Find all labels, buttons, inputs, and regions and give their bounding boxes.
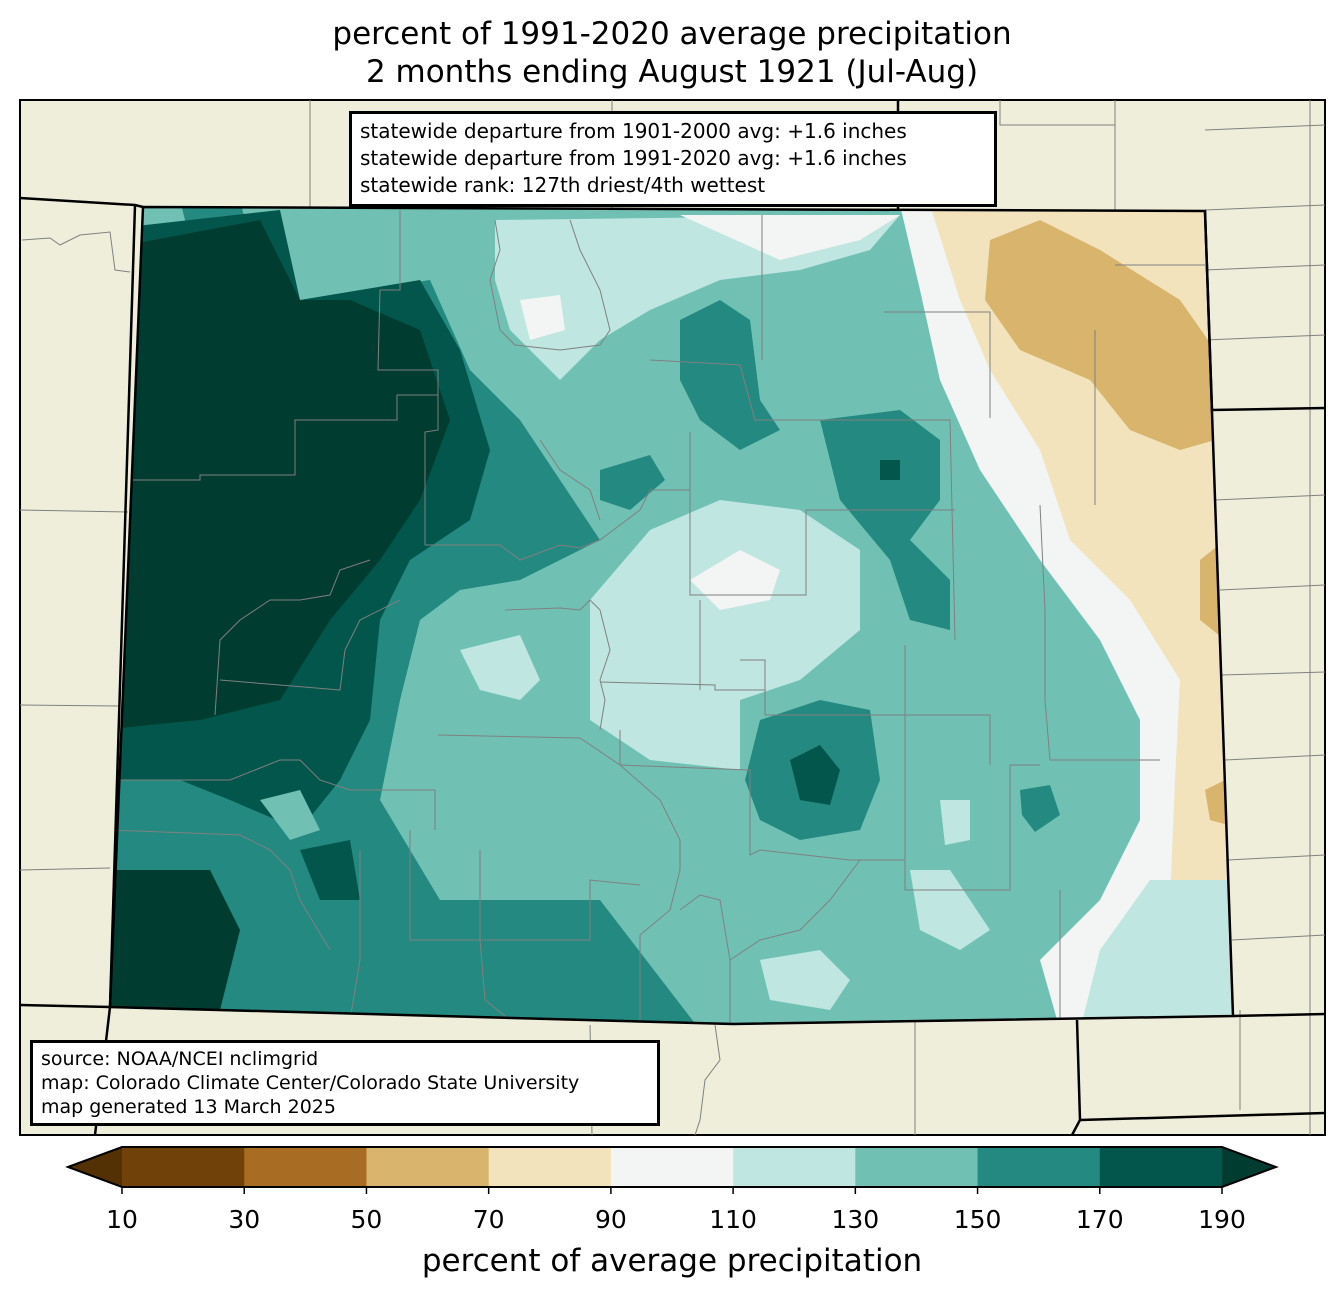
colorbar-label: percent of average precipitation — [421, 1243, 923, 1279]
colorbar-bin-110-130 — [733, 1147, 856, 1187]
statewide-stats-box: statewide departure from 1901-2000 avg: … — [349, 111, 997, 207]
stats-departure-1901-2000: statewide departure from 1901-2000 avg: … — [360, 119, 907, 143]
colorbar-tick-label: 70 — [472, 1205, 505, 1234]
colorbar-tick-label: 110 — [709, 1205, 757, 1234]
colorbar-bin-10-30 — [122, 1147, 245, 1187]
generated-date-line: map generated 13 March 2025 — [41, 1096, 336, 1118]
colorbar-tick-label: 50 — [350, 1205, 383, 1234]
colorbar-bin-70-90 — [488, 1147, 612, 1187]
precipitation-map — [19, 99, 1326, 1136]
colorbar-tick-label: 30 — [228, 1205, 261, 1234]
stats-rank: statewide rank: 127th driest/4th wettest — [360, 173, 766, 197]
colorbar-over-arrow — [1222, 1147, 1276, 1187]
colorbar-bin-150-170 — [977, 1147, 1101, 1187]
colorbar-under-arrow — [68, 1147, 122, 1187]
stats-departure-1991-2020: statewide departure from 1991-2020 avg: … — [360, 146, 907, 170]
colorbar-bin-170-190 — [1099, 1147, 1223, 1187]
colorbar-tick-label: 150 — [953, 1205, 1002, 1234]
colorbar — [65, 1146, 1279, 1194]
neighbor-county-lines — [19, 100, 1326, 1136]
county-lines — [110, 210, 1205, 1024]
colorbar-bin-30-50 — [244, 1147, 367, 1187]
colorbar-tick-label: 90 — [594, 1205, 627, 1234]
colorbar-tick-label: 130 — [831, 1205, 880, 1234]
precipitation-contours — [110, 207, 1233, 1024]
source-box: source: NOAA/NCEI nclimgrid map: Colorad… — [30, 1040, 660, 1126]
map-title-line2: 2 months ending August 1921 (Jul-Aug) — [365, 54, 979, 90]
colorado-border — [108, 205, 1235, 1026]
colorbar-tick-label: 190 — [1198, 1205, 1246, 1234]
source-line: source: NOAA/NCEI nclimgrid — [41, 1048, 319, 1070]
colorbar-bin-50-70 — [366, 1147, 490, 1187]
colorbar-bin-130-150 — [855, 1147, 979, 1187]
map-credit-line: map: Colorado Climate Center/Colorado St… — [41, 1072, 580, 1094]
colorbar-tick-label: 10 — [106, 1205, 138, 1234]
colorbar-tick-label: 170 — [1075, 1205, 1124, 1234]
colorbar-bin-90-110 — [610, 1147, 734, 1187]
map-title-line1: percent of 1991-2020 average precipitati… — [332, 16, 1012, 52]
